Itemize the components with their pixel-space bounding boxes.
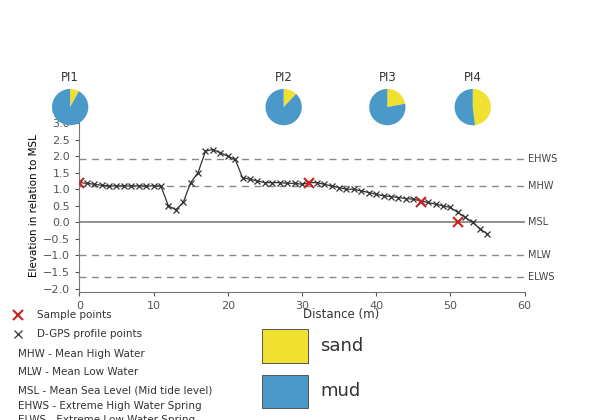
Text: sand: sand bbox=[320, 337, 364, 355]
Bar bbox=[262, 375, 308, 408]
Text: MSL - Mean Sea Level (Mid tide level): MSL - Mean Sea Level (Mid tide level) bbox=[18, 385, 213, 395]
Text: ELWS: ELWS bbox=[528, 272, 555, 282]
Text: EHWS - Extreme High Water Spring: EHWS - Extreme High Water Spring bbox=[18, 401, 202, 411]
Wedge shape bbox=[369, 89, 406, 125]
Title: PI3: PI3 bbox=[378, 71, 396, 84]
Bar bbox=[262, 329, 308, 362]
Text: MHW: MHW bbox=[528, 181, 554, 191]
Text: MSL: MSL bbox=[528, 218, 548, 227]
Title: PI2: PI2 bbox=[274, 71, 293, 84]
Text: MLW: MLW bbox=[528, 250, 551, 260]
Wedge shape bbox=[454, 89, 475, 125]
Wedge shape bbox=[387, 89, 405, 107]
Y-axis label: Elevation in relation to MSL: Elevation in relation to MSL bbox=[29, 134, 39, 277]
Text: MHW - Mean High Water: MHW - Mean High Water bbox=[18, 349, 145, 359]
Wedge shape bbox=[265, 89, 302, 125]
Text: ELWS - Extreme Low Water Spring: ELWS - Extreme Low Water Spring bbox=[18, 415, 195, 420]
Text: EHWS: EHWS bbox=[528, 155, 558, 165]
Wedge shape bbox=[52, 89, 88, 125]
Wedge shape bbox=[284, 89, 296, 107]
Title: PI1: PI1 bbox=[61, 71, 79, 84]
Text: D-GPS profile points: D-GPS profile points bbox=[37, 329, 142, 339]
Title: PI4: PI4 bbox=[464, 71, 482, 84]
Text: Distance (m): Distance (m) bbox=[304, 308, 379, 321]
Text: mud: mud bbox=[320, 382, 361, 400]
Wedge shape bbox=[473, 89, 491, 125]
Wedge shape bbox=[70, 89, 79, 107]
Text: Sample points: Sample points bbox=[37, 310, 111, 320]
Text: MLW - Mean Low Water: MLW - Mean Low Water bbox=[18, 367, 138, 377]
